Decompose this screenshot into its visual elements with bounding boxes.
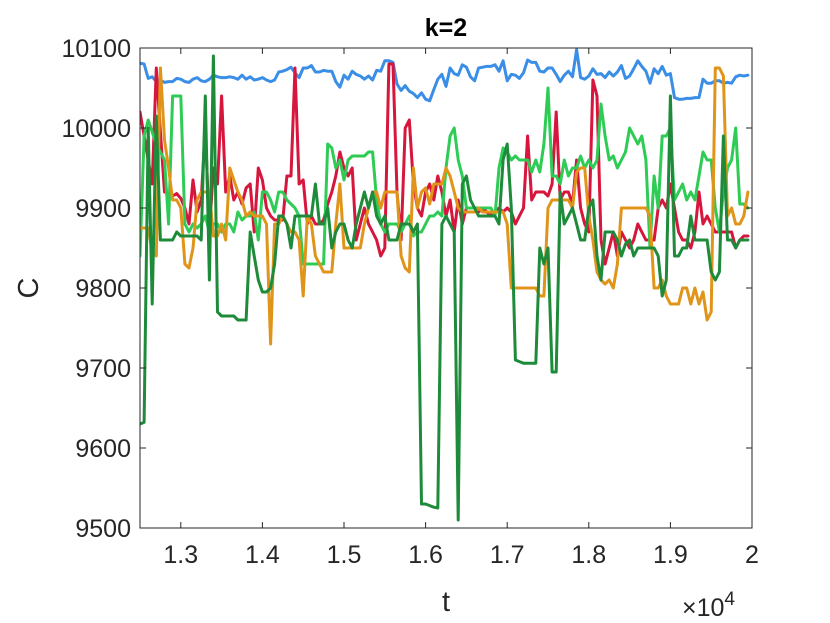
x-tick-label: 1.7 — [490, 541, 525, 569]
y-tick-label: 10100 — [61, 35, 131, 63]
x-axis-label: t — [442, 586, 450, 618]
x-axis-multiplier: ×104 — [682, 589, 735, 622]
y-axis-label: C — [13, 278, 45, 299]
x-tick-label: 1.4 — [245, 541, 280, 569]
series-blue-line — [140, 48, 750, 103]
x-tick-label: 1.8 — [571, 541, 606, 569]
x-tick-label: 2 — [745, 541, 759, 569]
y-tick-label: 9700 — [75, 355, 131, 383]
series-layer — [140, 48, 750, 522]
y-tick-label: 9500 — [75, 515, 131, 543]
x-axis-multiplier-base: ×10 — [682, 594, 724, 622]
y-tick-label: 9900 — [75, 195, 131, 223]
series-darkgreen-line — [140, 54, 750, 522]
chart-title: k=2 — [425, 14, 467, 42]
plot-area — [140, 48, 752, 528]
plot-frame — [139, 47, 753, 529]
y-tick-label: 9800 — [75, 275, 131, 303]
x-tick-label: 1.5 — [327, 541, 362, 569]
y-tick-label: 9600 — [75, 435, 131, 463]
x-tick-label: 1.9 — [653, 541, 688, 569]
series-lightgreen-line — [140, 86, 750, 266]
series-orange-line — [140, 66, 750, 346]
y-tick-label: 10000 — [61, 115, 131, 143]
tick-layer: 1.3 1.4 1.5 1.6 1.7 1.8 1.9 2 9500 9600 9700 9800 99… — [61, 35, 758, 569]
x-axis-multiplier-exponent: 4 — [724, 589, 735, 610]
x-tick-label: 1.3 — [163, 541, 198, 569]
x-tick-label: 1.6 — [408, 541, 443, 569]
